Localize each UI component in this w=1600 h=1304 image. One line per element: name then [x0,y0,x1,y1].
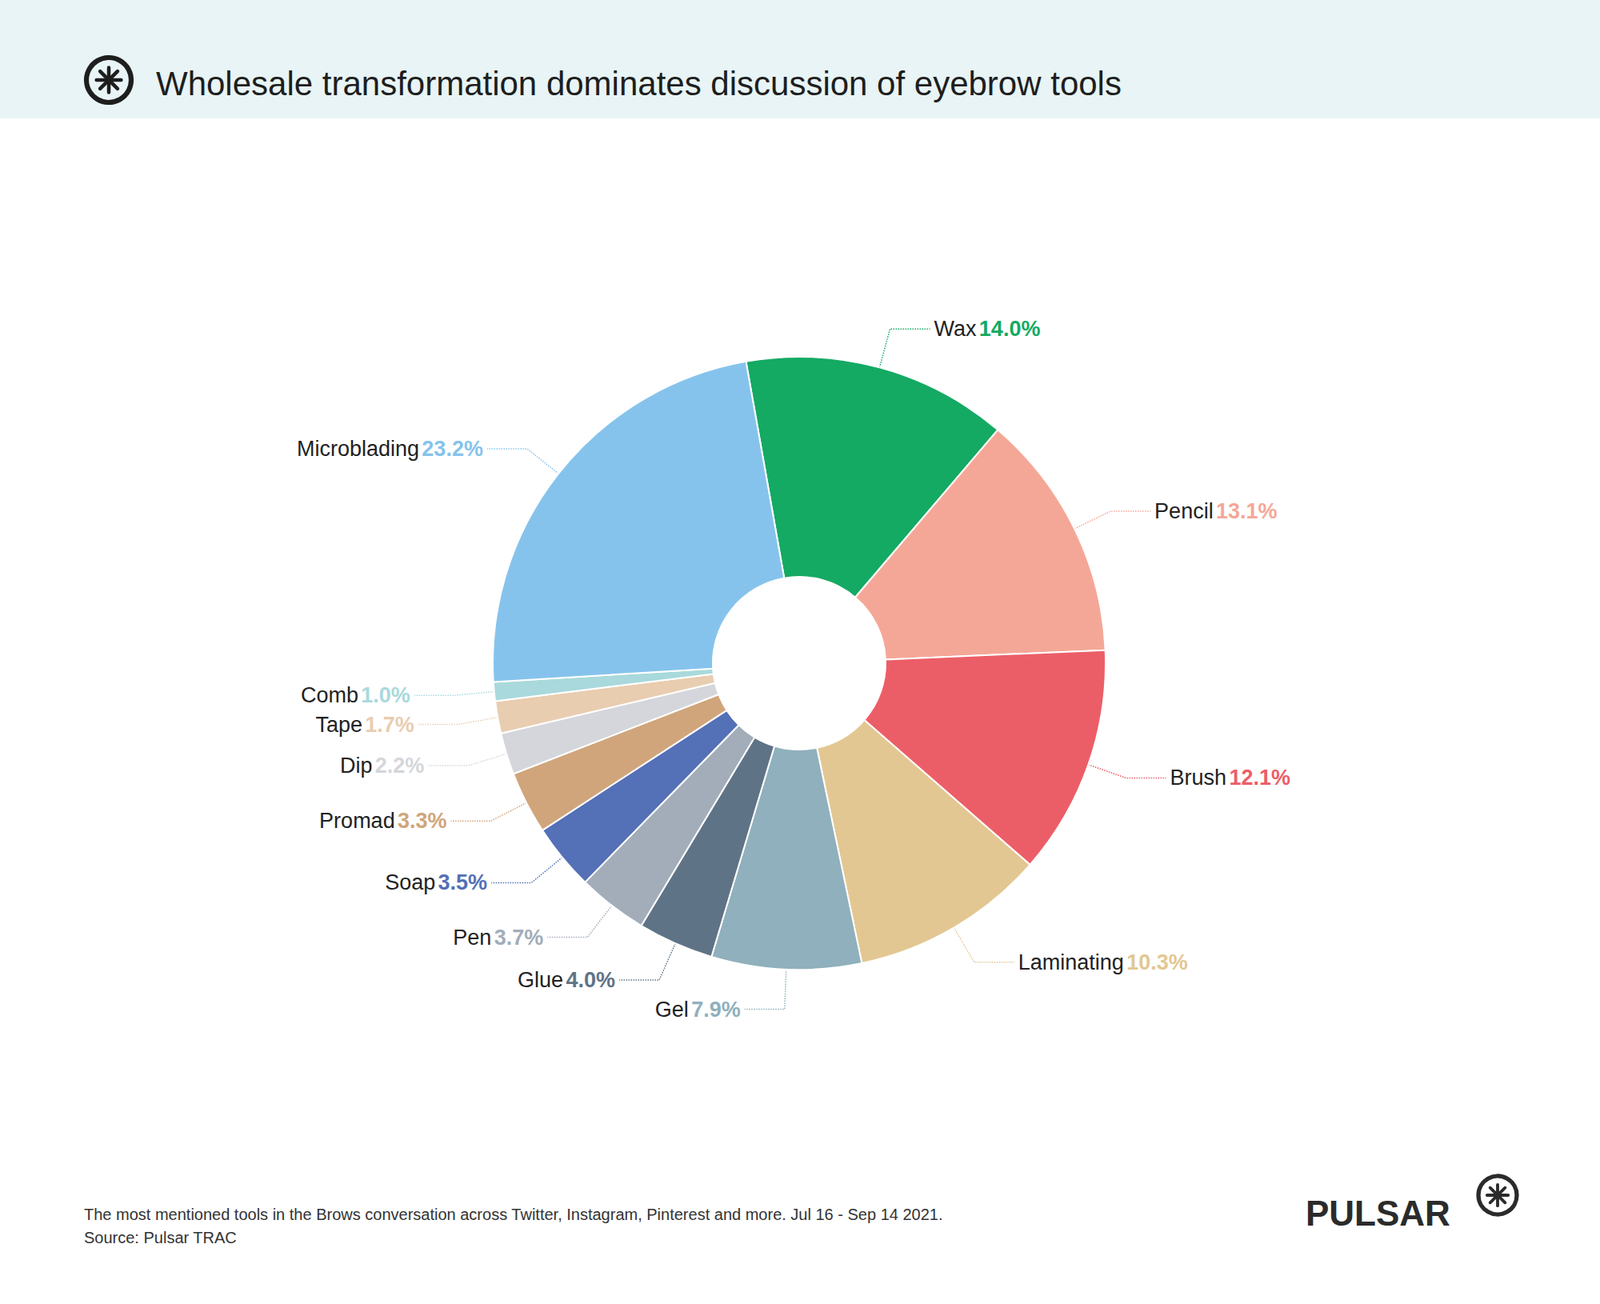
svg-text:2.2%: 2.2% [375,753,425,778]
svg-text:3.5%: 3.5% [438,870,488,895]
svg-text:Soap: Soap [384,870,436,895]
svg-text:3.7%: 3.7% [494,925,544,950]
svg-text:23.2%: 23.2% [421,436,484,461]
svg-text:Glue: Glue [517,968,564,992]
svg-text:PULSAR: PULSAR [1305,1193,1451,1233]
svg-text:Comb: Comb [300,683,359,708]
svg-text:Dip: Dip [340,753,373,778]
svg-text:13.1%: 13.1% [1216,499,1278,524]
svg-text:7.9%: 7.9% [691,997,741,1022]
svg-text:1.7%: 1.7% [364,712,415,737]
svg-text:Pen: Pen [452,925,492,950]
svg-text:3.3%: 3.3% [397,808,448,833]
svg-text:Wax: Wax [934,316,977,341]
svg-text:10.3%: 10.3% [1126,950,1188,975]
svg-text:Pencil: Pencil [1154,499,1214,524]
svg-text:12.1%: 12.1% [1228,765,1291,790]
svg-text:Wholesale transformation domin: Wholesale transformation dominates discu… [156,64,1122,103]
svg-text:4.0%: 4.0% [565,968,616,992]
svg-text:The most mentioned tools in th: The most mentioned tools in the Brows co… [84,1205,944,1224]
svg-text:1.0%: 1.0% [360,683,411,708]
svg-text:Source: Pulsar TRAC: Source: Pulsar TRAC [84,1228,237,1247]
svg-text:Microblading: Microblading [296,436,420,461]
svg-text:14.0%: 14.0% [979,316,1041,341]
svg-text:Tape: Tape [315,712,363,737]
svg-text:Gel: Gel [655,997,689,1022]
svg-text:Laminating: Laminating [1018,950,1124,975]
svg-text:Promad: Promad [319,808,396,833]
svg-text:Brush: Brush [1170,765,1228,790]
